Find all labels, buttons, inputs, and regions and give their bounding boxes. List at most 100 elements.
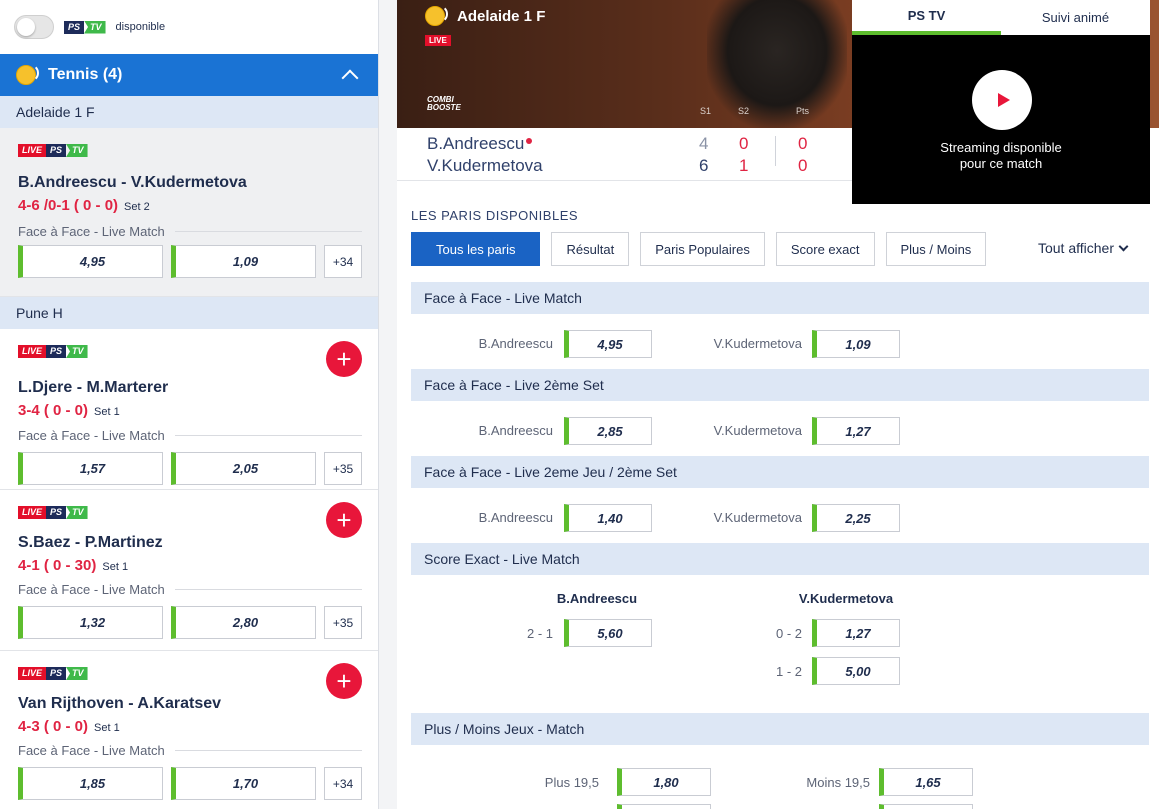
- odds-button[interactable]: 5,00: [812, 657, 900, 685]
- streaming-line2: pour ce match: [959, 156, 1043, 171]
- tab-over-under[interactable]: Plus / Moins: [885, 232, 987, 266]
- match-name[interactable]: B.Andreescu - V.Kudermetova: [18, 174, 247, 191]
- odds-button[interactable]: 1,27: [812, 619, 900, 647]
- bets-section-title: LES PARIS DISPONIBLES: [411, 208, 579, 223]
- pstv-toggle[interactable]: [14, 15, 54, 39]
- sidebar: PS TV disponible Tennis (4) Adelaide 1 F…: [0, 0, 379, 809]
- match-score: 3-4 ( 0 - 0) Set 1: [18, 402, 120, 419]
- p2-set1: 6: [699, 156, 709, 175]
- pstv-logo: PS TV: [64, 20, 106, 34]
- combi-booste-logo: COMBI BOOSTE: [427, 96, 461, 112]
- live-pstv-badge: LIVE PS TV: [18, 506, 88, 519]
- odds-button[interactable]: 1,09: [171, 245, 316, 278]
- more-bets-button[interactable]: +34: [324, 245, 362, 278]
- tab-suivi-anime[interactable]: Suivi animé: [1041, 10, 1110, 25]
- market-header[interactable]: Score Exact - Live Match: [411, 543, 1149, 575]
- set-label: Set 1: [102, 561, 129, 573]
- market-label: Face à Face - Live Match: [18, 428, 362, 443]
- more-bets-button[interactable]: +35: [324, 606, 362, 639]
- odds-button[interactable]: 1,70: [171, 767, 316, 800]
- outcome-label: B.Andreescu: [478, 510, 553, 525]
- odds-button[interactable]: 1,57: [18, 452, 163, 485]
- odds-button[interactable]: 1,65: [879, 768, 973, 796]
- odds-button[interactable]: 2,85: [564, 417, 652, 445]
- market-header[interactable]: Face à Face - Live 2ème Set: [411, 369, 1149, 401]
- odds-button[interactable]: 1,09: [812, 330, 900, 358]
- odds-button[interactable]: [617, 804, 711, 809]
- odds-button[interactable]: [879, 804, 973, 809]
- booste-text: BOOSTE: [427, 103, 461, 112]
- live-pstv-badge: LIVE PS TV: [18, 144, 88, 157]
- outcome-label: V.Kudermetova: [713, 423, 802, 438]
- score-text: 3-4 ( 0 - 0): [18, 402, 89, 419]
- set-label: Set 2: [124, 201, 150, 213]
- odds-button[interactable]: 2,05: [171, 452, 316, 485]
- market-header[interactable]: Face à Face - Live 2eme Jeu / 2ème Set: [411, 456, 1149, 488]
- tab-ps-tv[interactable]: PS TV: [852, 0, 1001, 35]
- chevron-up-icon[interactable]: [341, 69, 359, 87]
- outcome-label: B.Andreescu: [478, 336, 553, 351]
- match-name[interactable]: Van Rijthoven - A.Karatsev: [18, 695, 222, 712]
- sport-header-tennis[interactable]: Tennis (4): [0, 54, 378, 96]
- odds-row: 4,95 1,09 +34: [18, 245, 362, 278]
- tab-all-bets[interactable]: Tous les paris: [411, 232, 541, 266]
- live-pstv-badge: LIVE PS TV: [18, 667, 88, 680]
- tab-result[interactable]: Résultat: [551, 232, 630, 266]
- tab-exact-score[interactable]: Score exact: [775, 232, 875, 266]
- market-header[interactable]: Plus / Moins Jeux - Match: [411, 713, 1149, 745]
- add-match-button[interactable]: +: [326, 502, 362, 538]
- tennis-ball-icon: [16, 64, 39, 85]
- match-score: 4-1 ( 0 - 30) Set 1: [18, 557, 128, 574]
- live-badge: LIVE: [425, 35, 451, 46]
- outcome-label: V.Kudermetova: [713, 336, 802, 351]
- chevron-down-icon: [1118, 241, 1129, 252]
- serving-indicator-icon: [526, 138, 533, 144]
- match-card[interactable]: LIVE PS TV + Van Rijthoven - A.Karatsev …: [0, 651, 378, 809]
- available-label: disponible: [115, 21, 166, 33]
- odds-row: 1,85 1,70 +34: [18, 767, 362, 800]
- tab-popular[interactable]: Paris Populaires: [640, 232, 765, 266]
- odds-button[interactable]: 4,95: [564, 330, 652, 358]
- player1-column-header: B.Andreescu: [556, 591, 638, 606]
- ps-logo-text: PS: [64, 20, 85, 34]
- more-bets-button[interactable]: +34: [324, 767, 362, 800]
- match-card[interactable]: LIVE PS TV B.Andreescu - V.Kudermetova 4…: [0, 128, 378, 297]
- streaming-message: Streaming disponible pour ce match: [852, 140, 1150, 172]
- outcome-label: V.Kudermetova: [713, 510, 802, 525]
- league-header[interactable]: Adelaide 1 F: [0, 96, 378, 128]
- score-label: 1 - 2: [775, 664, 802, 679]
- odds-button[interactable]: 1,27: [812, 417, 900, 445]
- market-text: Face à Face - Live Match: [18, 582, 165, 597]
- market-header[interactable]: Face à Face - Live Match: [411, 282, 1149, 314]
- add-match-button[interactable]: +: [326, 341, 362, 377]
- add-match-button[interactable]: +: [326, 663, 362, 699]
- score-label: 2 - 1: [526, 626, 553, 641]
- player-photo: [707, 0, 847, 128]
- odds-button[interactable]: 1,40: [564, 504, 652, 532]
- more-bets-button[interactable]: +35: [324, 452, 362, 485]
- odds-button[interactable]: 2,25: [812, 504, 900, 532]
- match-card[interactable]: LIVE PS TV + S.Baez - P.Martinez 4-1 ( 0…: [0, 490, 378, 651]
- odds-button[interactable]: 2,80: [171, 606, 316, 639]
- p1-set1: 4: [699, 134, 709, 153]
- set-label: Set 1: [94, 406, 120, 418]
- streaming-line1: Streaming disponible: [940, 140, 1062, 155]
- match-name[interactable]: L.Djere - M.Marterer: [18, 379, 169, 396]
- video-panel: PS TV Suivi animé Streaming disponible p…: [852, 0, 1150, 204]
- ps-badge: PS: [46, 345, 67, 358]
- odds-button[interactable]: 1,80: [617, 768, 711, 796]
- match-card[interactable]: LIVE PS TV + L.Djere - M.Marterer 3-4 ( …: [0, 329, 378, 490]
- odds-button[interactable]: 5,60: [564, 619, 652, 647]
- scoreboard: B.Andreescu V.Kudermetova 4 0 0 6 1 0: [397, 128, 852, 181]
- odds-button[interactable]: 1,32: [18, 606, 163, 639]
- tournament-name: Adelaide 1 F: [457, 7, 546, 25]
- player1-text: B.Andreescu: [427, 134, 525, 153]
- tv-badge: TV: [66, 506, 88, 519]
- p2-points: 0: [798, 156, 808, 175]
- show-all-dropdown[interactable]: Tout afficher: [1038, 240, 1129, 256]
- match-name[interactable]: S.Baez - P.Martinez: [18, 534, 163, 551]
- odds-button[interactable]: 4,95: [18, 245, 163, 278]
- odds-button[interactable]: 1,85: [18, 767, 163, 800]
- play-icon[interactable]: [972, 70, 1032, 130]
- league-header[interactable]: Pune H: [0, 297, 378, 329]
